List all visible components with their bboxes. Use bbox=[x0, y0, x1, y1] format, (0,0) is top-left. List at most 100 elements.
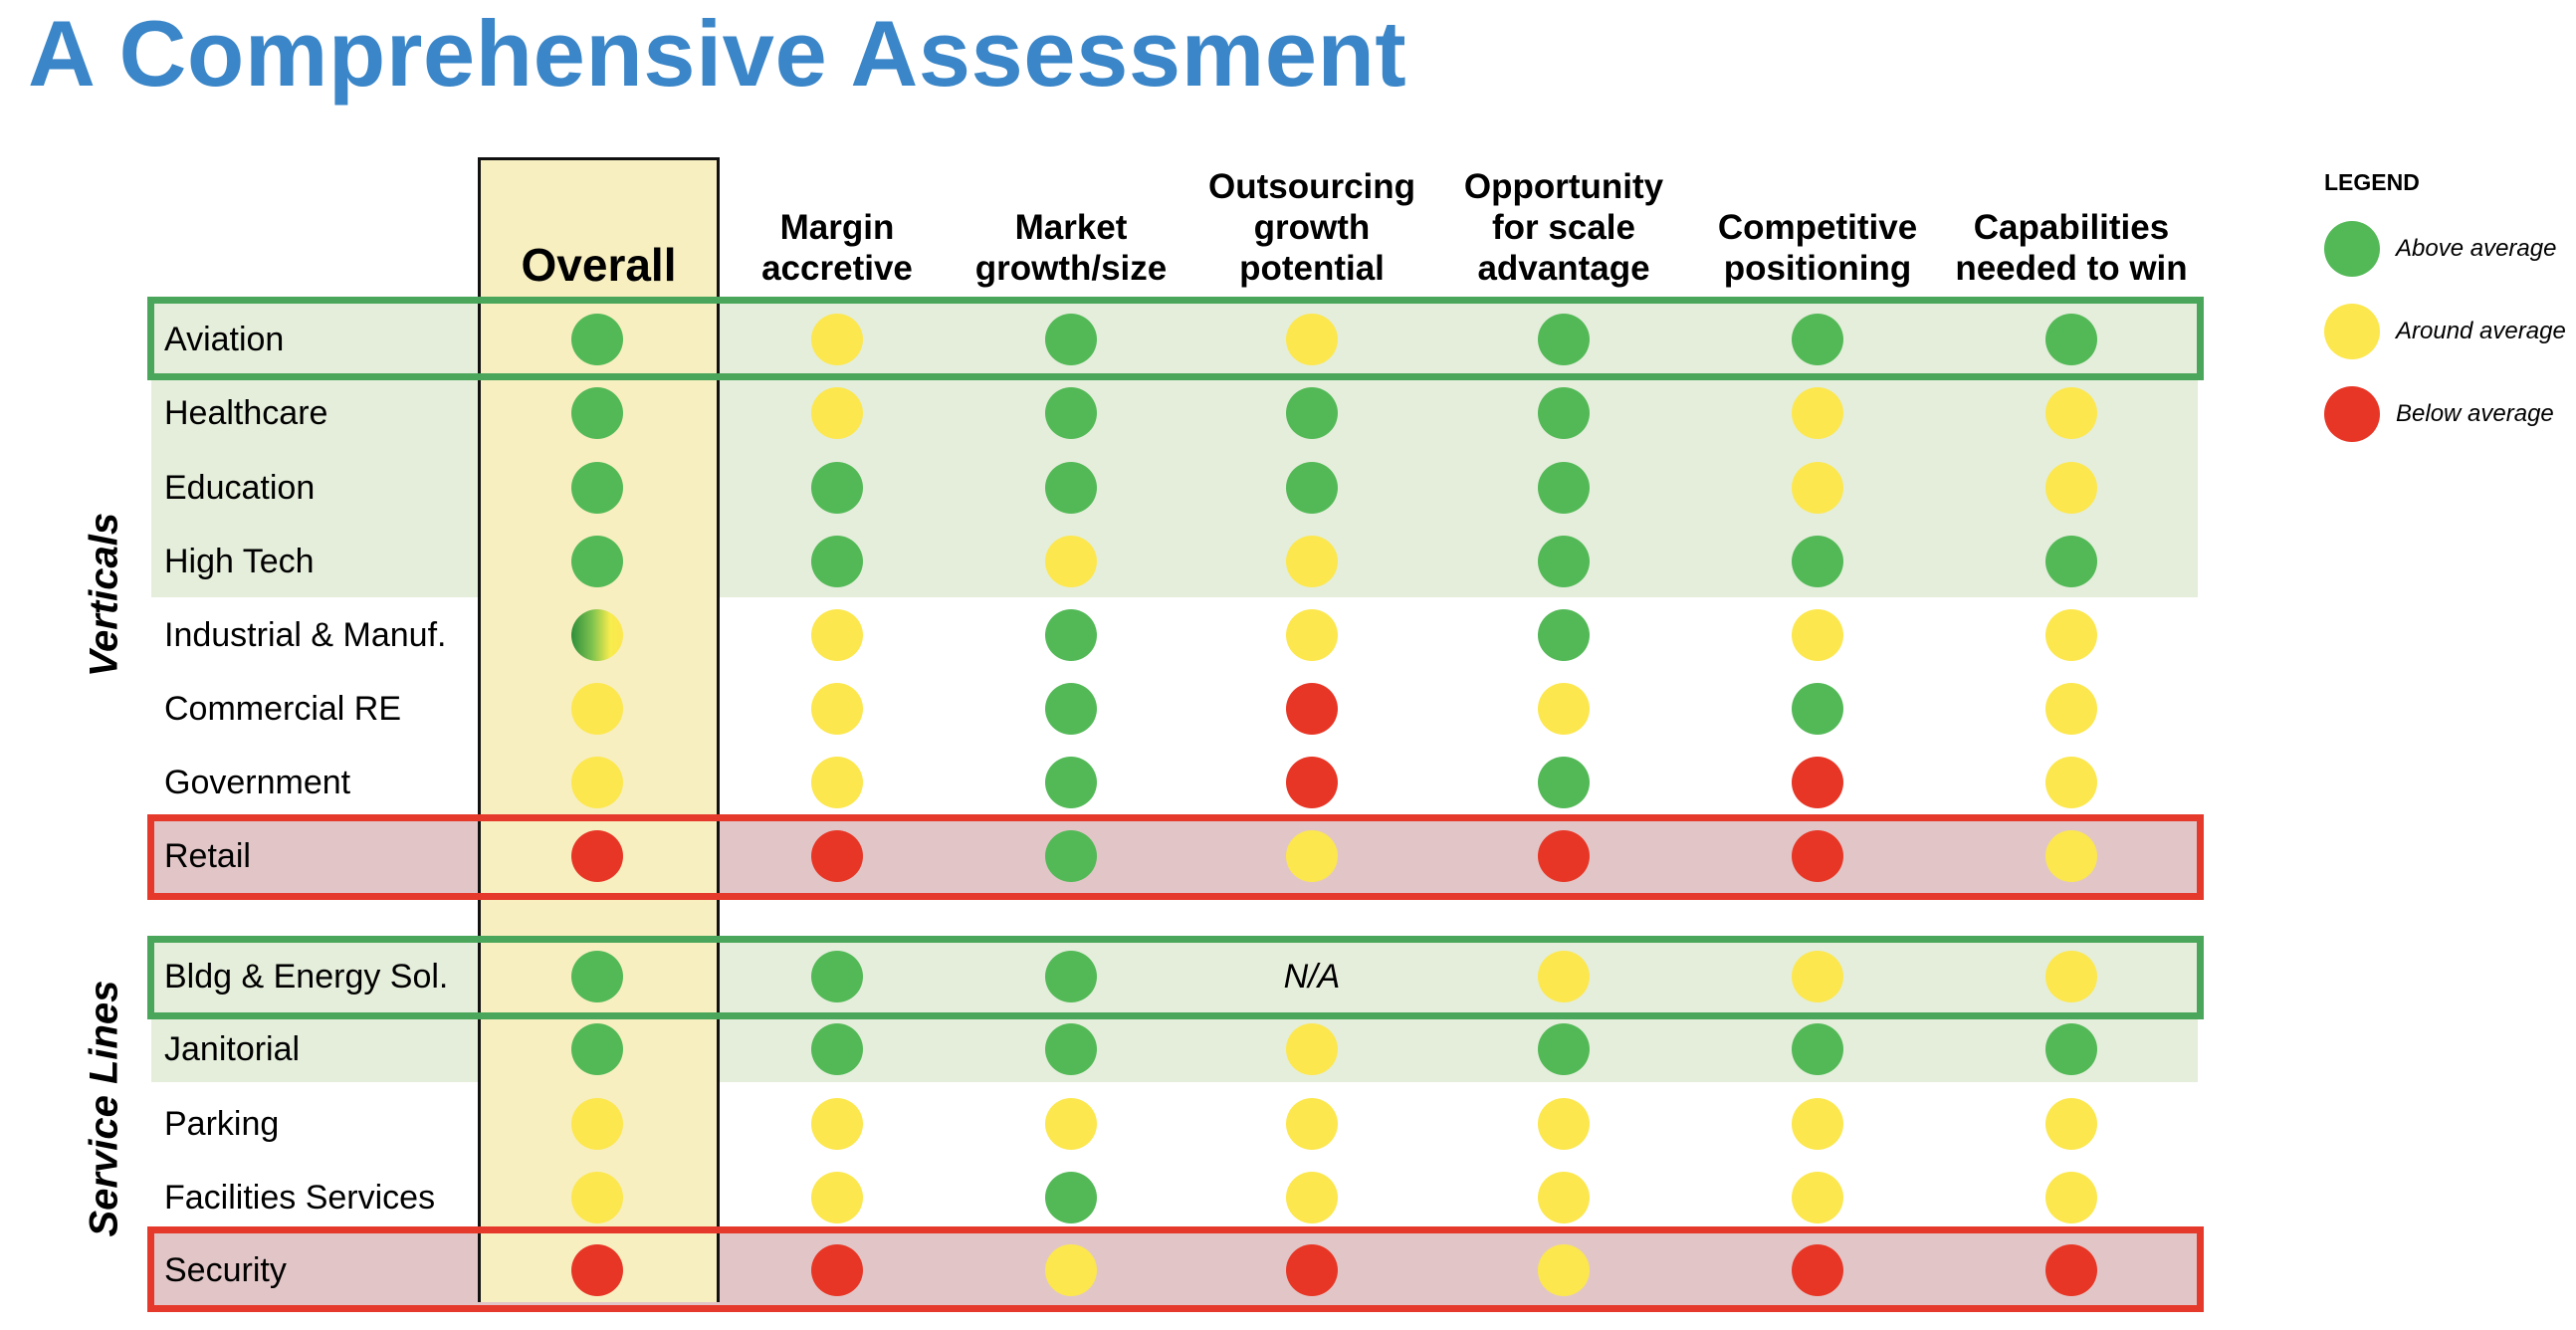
rating-dot-yellow bbox=[1538, 1172, 1590, 1223]
rating-dot-green bbox=[571, 951, 623, 1002]
row-label: Education bbox=[164, 469, 316, 507]
rating-dot-green bbox=[2045, 1023, 2097, 1075]
rating-dot-yellow bbox=[2045, 609, 2097, 661]
rating-dot-yellow bbox=[1045, 1098, 1097, 1150]
rating-dot-green bbox=[1045, 1172, 1097, 1223]
rating-dot-red bbox=[811, 830, 863, 882]
rating-dot-yellow bbox=[1286, 536, 1338, 587]
rating-na: N/A bbox=[1283, 958, 1341, 996]
rating-dot-red bbox=[2045, 1244, 2097, 1296]
rating-dot-green bbox=[571, 462, 623, 514]
rating-dot-yellow bbox=[1286, 314, 1338, 365]
legend-label: Above average bbox=[2396, 235, 2557, 262]
rating-dot-green bbox=[811, 1023, 863, 1075]
rating-dot-yellow bbox=[1045, 1244, 1097, 1296]
rating-dot-yellow bbox=[571, 757, 623, 808]
rating-dot-green bbox=[811, 536, 863, 587]
rating-dot-red bbox=[1792, 757, 1843, 808]
rating-dot-red bbox=[1286, 683, 1338, 735]
highlight-bldg bbox=[147, 936, 2204, 1019]
rating-dot-yellow bbox=[1792, 609, 1843, 661]
legend-green-dot bbox=[2324, 221, 2380, 277]
legend-title: LEGEND bbox=[2324, 169, 2420, 195]
page-title: A Comprehensive Assessment bbox=[28, 1, 1407, 106]
rating-dot-yellow bbox=[1792, 387, 1843, 439]
rating-dot-green bbox=[2045, 314, 2097, 365]
row-label: Janitorial bbox=[164, 1030, 301, 1068]
rating-dot-green bbox=[1538, 1023, 1590, 1075]
rating-dot-green bbox=[2045, 536, 2097, 587]
column-header-capabilities: Capabilities needed to win bbox=[1955, 208, 2188, 288]
row-label: Healthcare bbox=[164, 394, 328, 432]
rating-dot-yellow bbox=[1792, 462, 1843, 514]
rating-dot-yellow bbox=[811, 1098, 863, 1150]
rating-dot-yellow bbox=[1538, 1244, 1590, 1296]
rating-dot-yellow bbox=[811, 387, 863, 439]
highlight-security bbox=[147, 1226, 2204, 1312]
rating-dot-red bbox=[1792, 1244, 1843, 1296]
rating-dot-green bbox=[571, 387, 623, 439]
rating-dot-red bbox=[571, 830, 623, 882]
row-label: High Tech bbox=[164, 543, 315, 580]
rating-dot-green bbox=[1792, 683, 1843, 735]
rating-dot-yellow bbox=[811, 757, 863, 808]
rating-dot-green bbox=[1045, 683, 1097, 735]
rating-dot-green bbox=[1045, 830, 1097, 882]
rating-dot-yellow bbox=[811, 609, 863, 661]
rating-dot-red bbox=[1792, 830, 1843, 882]
rating-dot-red bbox=[1286, 1244, 1338, 1296]
rating-dot-green bbox=[1045, 757, 1097, 808]
rating-dot-green bbox=[1045, 951, 1097, 1002]
rating-dot-yellow bbox=[571, 1172, 623, 1223]
rating-dot-yellow bbox=[1538, 1098, 1590, 1150]
row-label: Commercial RE bbox=[164, 690, 402, 728]
rating-dot-green bbox=[1538, 536, 1590, 587]
rating-dot-green bbox=[1538, 314, 1590, 365]
rating-dot-red bbox=[571, 1244, 623, 1296]
rating-dot-yellow bbox=[2045, 1172, 2097, 1223]
rating-dot-red bbox=[811, 1244, 863, 1296]
rating-dot-yellow bbox=[1286, 1098, 1338, 1150]
row-label: Industrial & Manuf. bbox=[164, 616, 447, 654]
row-label: Aviation bbox=[164, 321, 285, 358]
rating-dot-green bbox=[1045, 387, 1097, 439]
rating-dot-green bbox=[1045, 1023, 1097, 1075]
rating-dot-yellow bbox=[2045, 830, 2097, 882]
rating-dot-green bbox=[1045, 314, 1097, 365]
legend-label: Below average bbox=[2396, 400, 2554, 427]
rating-dot-green bbox=[1792, 314, 1843, 365]
rating-dot-yellow bbox=[1045, 536, 1097, 587]
rating-dot-yellow bbox=[1538, 951, 1590, 1002]
row-label: Bldg & Energy Sol. bbox=[164, 958, 449, 996]
row-label: Facilities Services bbox=[164, 1179, 436, 1217]
legend-red-dot bbox=[2324, 386, 2380, 442]
rating-dot-green bbox=[1538, 757, 1590, 808]
rating-dot-green bbox=[1538, 462, 1590, 514]
rating-dot-yellow bbox=[571, 683, 623, 735]
row-label: Government bbox=[164, 764, 351, 801]
rating-dot-yellow bbox=[1792, 1098, 1843, 1150]
rating-dot-yellow bbox=[1286, 830, 1338, 882]
rating-dot-green bbox=[1045, 609, 1097, 661]
rating-dot-green bbox=[1538, 387, 1590, 439]
rating-dot-yellow bbox=[2045, 683, 2097, 735]
rating-dot-green bbox=[571, 536, 623, 587]
rating-dot-yellow bbox=[2045, 387, 2097, 439]
rating-dot-yellow bbox=[1286, 1172, 1338, 1223]
band-healthcare-hightech bbox=[151, 378, 2198, 597]
rating-dot-green bbox=[1792, 536, 1843, 587]
rating-dot-green bbox=[1286, 387, 1338, 439]
rating-dot-yellow bbox=[1792, 951, 1843, 1002]
column-header-market-growth: Market growth/size bbox=[974, 208, 1168, 288]
rating-dot-green bbox=[1286, 462, 1338, 514]
row-label: Parking bbox=[164, 1105, 280, 1143]
rating-dot-red bbox=[1286, 757, 1338, 808]
rating-dot-yellow bbox=[1286, 1023, 1338, 1075]
group-label-service-lines: Service Lines bbox=[82, 980, 126, 1237]
group-label-verticals: Verticals bbox=[82, 512, 126, 678]
overall-header: Overall bbox=[521, 239, 677, 291]
highlight-retail bbox=[147, 814, 2204, 900]
band-janitorial bbox=[151, 1017, 2198, 1082]
rating-dot-yellow bbox=[2045, 757, 2097, 808]
rating-dot-green bbox=[1792, 1023, 1843, 1075]
